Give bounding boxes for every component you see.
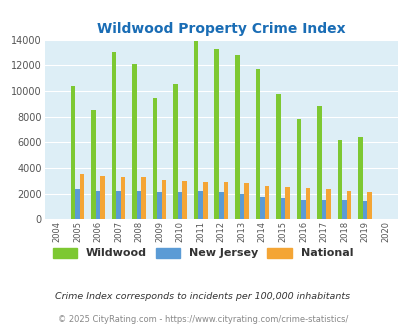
Bar	[362, 201, 367, 219]
Bar	[325, 189, 330, 219]
Title: Wildwood Property Crime Index: Wildwood Property Crime Index	[97, 22, 345, 36]
Bar	[305, 188, 309, 219]
Bar	[136, 190, 141, 219]
Text: © 2025 CityRating.com - https://www.cityrating.com/crime-statistics/: © 2025 CityRating.com - https://www.city…	[58, 315, 347, 324]
Bar	[337, 140, 341, 219]
Bar	[346, 191, 350, 219]
Bar	[301, 200, 305, 219]
Bar	[116, 190, 121, 219]
Bar	[264, 186, 269, 219]
Bar	[296, 118, 301, 219]
Bar	[284, 187, 289, 219]
Bar	[91, 110, 96, 219]
Bar	[243, 183, 248, 219]
Bar	[100, 176, 104, 219]
Bar	[255, 69, 260, 219]
Bar	[223, 182, 228, 219]
Bar	[162, 180, 166, 219]
Bar	[234, 55, 239, 219]
Bar	[157, 192, 162, 219]
Bar	[275, 94, 280, 219]
Bar	[367, 192, 371, 219]
Bar	[121, 177, 125, 219]
Legend: Wildwood, New Jersey, National: Wildwood, New Jersey, National	[53, 248, 352, 258]
Bar	[96, 190, 100, 219]
Bar	[198, 191, 202, 219]
Bar	[182, 181, 187, 219]
Bar	[239, 194, 243, 219]
Bar	[357, 137, 362, 219]
Bar	[111, 52, 116, 219]
Bar	[316, 106, 321, 219]
Text: Crime Index corresponds to incidents per 100,000 inhabitants: Crime Index corresponds to incidents per…	[55, 292, 350, 301]
Bar	[79, 175, 84, 219]
Bar	[153, 98, 157, 219]
Bar	[214, 49, 218, 219]
Bar	[280, 198, 284, 219]
Bar	[141, 177, 145, 219]
Bar	[218, 192, 223, 219]
Bar	[177, 192, 182, 219]
Bar	[341, 200, 346, 219]
Bar	[75, 189, 79, 219]
Bar	[321, 200, 325, 219]
Bar	[260, 197, 264, 219]
Bar	[194, 41, 198, 219]
Bar	[173, 84, 177, 219]
Bar	[70, 86, 75, 219]
Bar	[202, 182, 207, 219]
Bar	[132, 64, 136, 219]
